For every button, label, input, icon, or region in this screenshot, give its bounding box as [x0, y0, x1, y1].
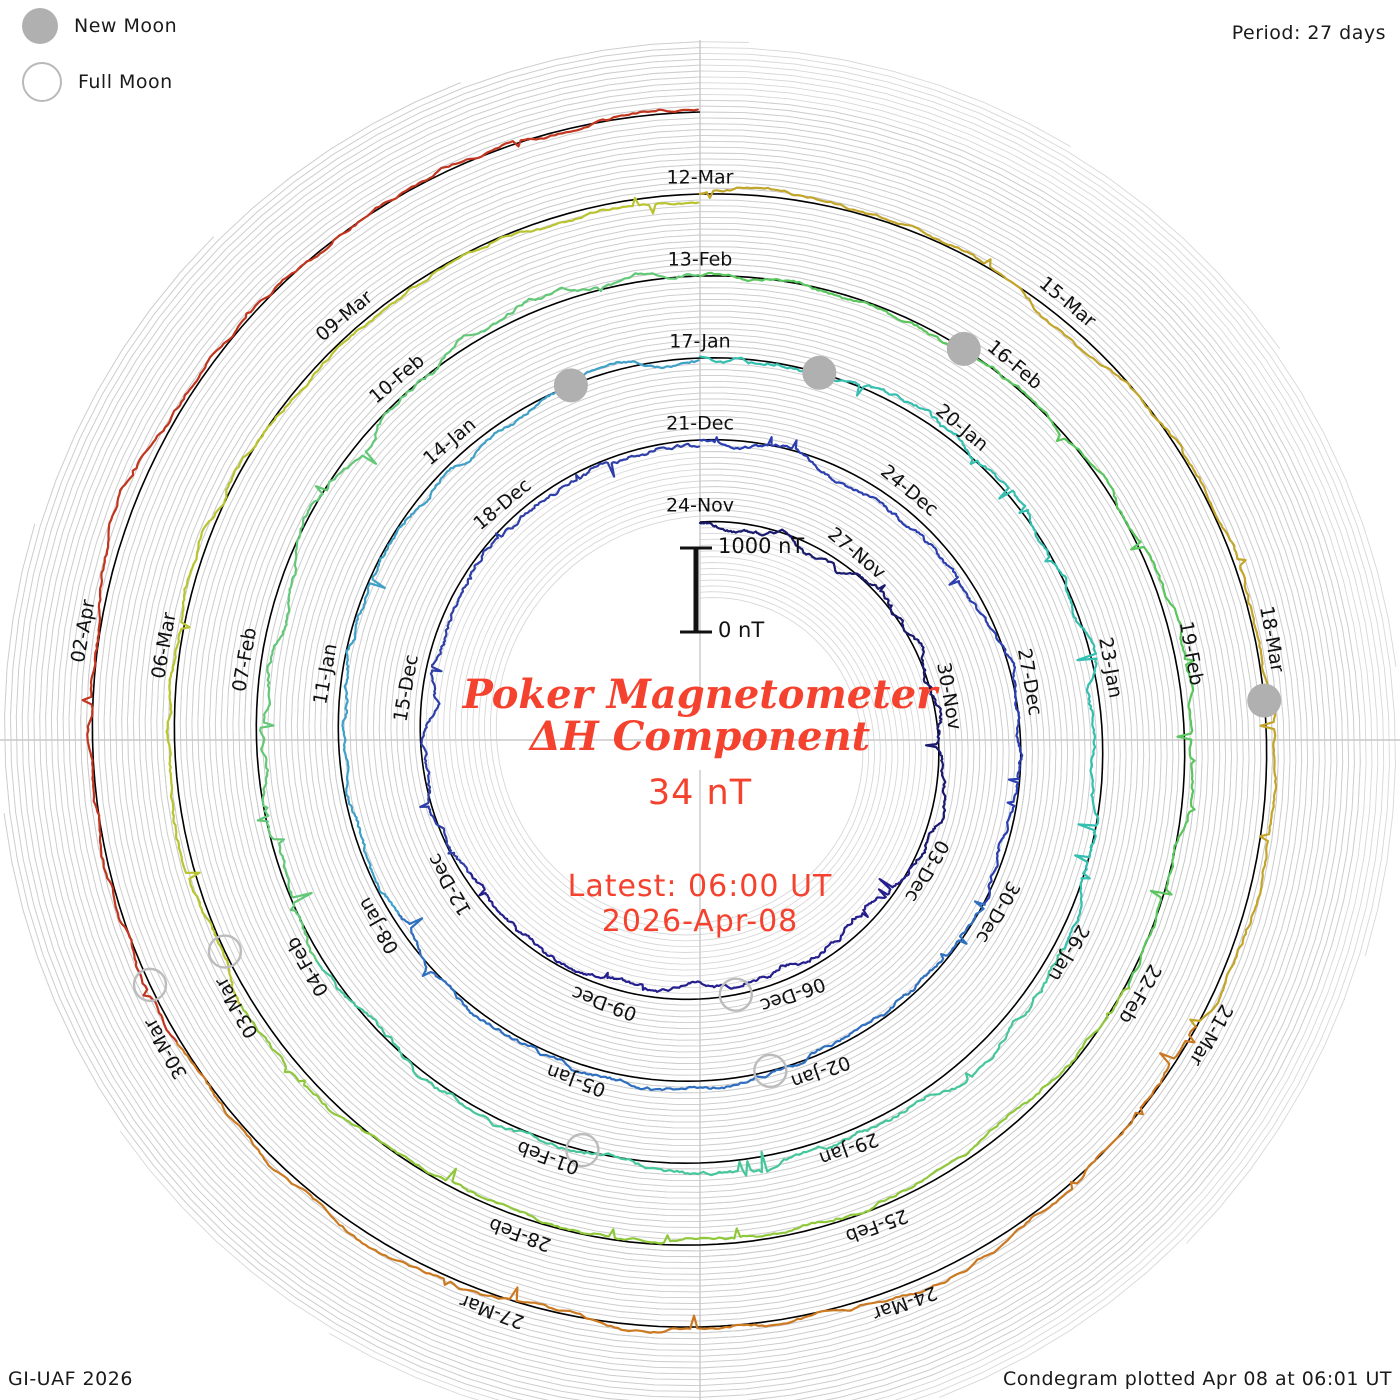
magnetometer-trace: [165, 196, 700, 1006]
magnetometer-trace: [81, 108, 699, 1043]
period-label: Period: 27 days: [1231, 22, 1386, 44]
spiral-baseline: [91, 111, 1268, 1328]
new-moon-marker: [1247, 683, 1282, 718]
full-moon-marker: [718, 977, 753, 1012]
magnetometer-trace: [698, 271, 1196, 990]
grid-ring: [33, 52, 1326, 1387]
spiral-date-label: 05-Jan: [543, 1059, 608, 1101]
spiral-date-label: 26-Jan: [1044, 921, 1094, 985]
spiral-date-label: 19-Feb: [1175, 620, 1208, 688]
magnetometer-trace: [175, 1025, 1197, 1334]
spiral-date-label: 21-Dec: [666, 413, 734, 435]
spiral-baselines: [91, 111, 1268, 1328]
magnetometer-trace: [238, 987, 1130, 1245]
spiral-date-label: 02-Jan: [788, 1051, 853, 1093]
full-moon-marker: [207, 934, 243, 969]
grid-ring: [45, 64, 1396, 1375]
spiral-date-label: 09-Dec: [569, 981, 640, 1025]
grid-ring: [3, 99, 1361, 1400]
grid-ring: [50, 70, 1390, 1369]
grid-ring: [56, 76, 1385, 1398]
full-moon-marker: [565, 1132, 600, 1168]
spiral-date-label: 06-Mar: [147, 611, 180, 681]
plotted-timestamp-label: Condegram plotted Apr 08 at 06:01 UT: [1003, 1368, 1392, 1390]
spiral-date-label: 29-Jan: [816, 1128, 881, 1170]
magnetometer-trace: [315, 948, 1064, 1177]
spiral-date-label: 18-Dec: [469, 474, 535, 534]
new-moon-marker: [553, 368, 588, 403]
spiral-date-label: 08-Jan: [354, 893, 404, 957]
magnetometer-trace: [256, 272, 700, 962]
magnetometer-trace: [397, 900, 986, 1092]
grid-ring: [27, 47, 1332, 1392]
spiral-date-label: 17-Jan: [669, 331, 730, 353]
magnetometer-trace: [468, 863, 916, 993]
magnetometer-trace: [341, 359, 700, 915]
moon-phase-markers: [132, 331, 1282, 1168]
spiral-date-label: 01-Feb: [514, 1136, 582, 1179]
spiral-baseline: [255, 275, 1104, 1165]
magnetometer-traces: [81, 108, 1278, 1334]
grid-ring: [15, 82, 1344, 1400]
spiral-date-label: 13-Feb: [668, 249, 733, 271]
full-moon-marker: [753, 1053, 788, 1089]
credit-label: GI-UAF 2026: [8, 1368, 133, 1390]
spiral-date-label: 15-Dec: [389, 653, 422, 724]
spiral-baseline: [173, 193, 1186, 1246]
spiral-date-label: 09-Mar: [312, 286, 378, 346]
spiral-date-label: 24-Nov: [666, 495, 734, 517]
grid-ring: [39, 58, 1397, 1381]
legend-new-moon: New Moon: [22, 8, 177, 44]
spiral-date-label: 07-Feb: [228, 626, 261, 694]
magnetometer-trace: [698, 436, 1024, 906]
spiral-date-labels: 24-Nov27-Nov30-Nov03-Dec06-Dec09-Dec12-D…: [67, 167, 1289, 1334]
grid-ring: [21, 41, 1338, 1398]
magnetometer-trace: [698, 521, 947, 866]
full-moon-marker: [132, 967, 168, 1003]
magnetometer-trace: [419, 442, 701, 874]
new-moon-icon: [22, 8, 58, 44]
grid-ring: [62, 82, 1379, 1400]
full-moon-icon: [22, 62, 62, 102]
grid-ring: [74, 93, 1367, 1400]
grid-ring: [15, 82, 1344, 1400]
magnetometer-trace: [698, 186, 1278, 1028]
full-moon-label: Full Moon: [78, 71, 173, 93]
spiral-baseline: [419, 439, 940, 1001]
grid-ring: [21, 41, 1338, 1398]
grid-ring: [4, 105, 1355, 1400]
legend-full-moon: Full Moon: [22, 62, 173, 102]
grid-ring: [4, 105, 1355, 1400]
spiral-date-label: 28-Feb: [486, 1213, 554, 1256]
spiral-date-label: 12-Mar: [667, 167, 734, 189]
new-moon-marker: [802, 355, 837, 390]
grid-ring: [68, 88, 1373, 1400]
new-moon-marker: [946, 331, 981, 366]
spiral-baseline: [337, 357, 1022, 1083]
new-moon-label: New Moon: [74, 15, 178, 37]
